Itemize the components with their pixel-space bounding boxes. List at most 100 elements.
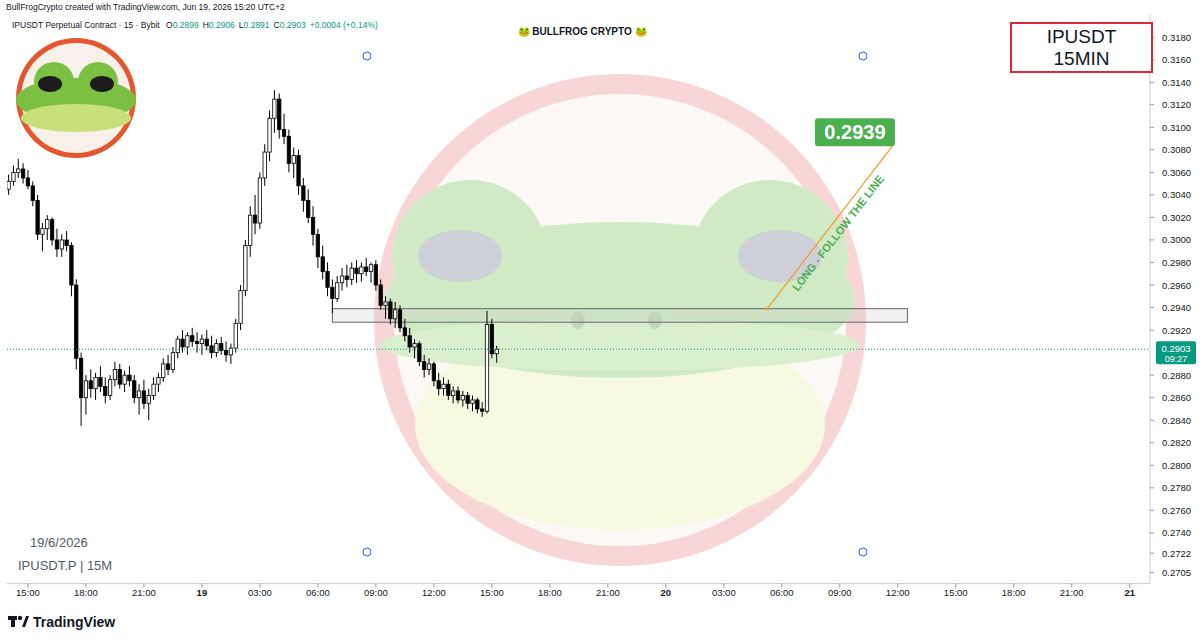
change: +0.0004 (+0.14%) xyxy=(310,20,378,30)
candle-body-up xyxy=(336,283,339,299)
candle-body-down xyxy=(128,375,131,381)
y-tick xyxy=(1150,487,1154,488)
logo xyxy=(16,38,136,158)
candle-body-up xyxy=(147,395,150,403)
candle-body-up xyxy=(244,246,247,291)
candle-body-down xyxy=(278,99,281,129)
x-tick-label: 09:00 xyxy=(828,587,852,598)
candle-body-up xyxy=(113,370,116,380)
y-tick-label: 0.2740 xyxy=(1162,527,1191,538)
y-tick xyxy=(1150,194,1154,195)
logo-pupil-l xyxy=(38,76,62,92)
candle-body-down xyxy=(118,370,121,385)
candle-body-up xyxy=(200,339,203,344)
annotation-start xyxy=(765,307,769,311)
candle-body-down xyxy=(181,339,184,347)
y-tick-label: 0.2980 xyxy=(1162,257,1191,268)
candle-body-down xyxy=(432,364,435,381)
candle-body-down xyxy=(321,257,324,272)
candle-body-up xyxy=(263,152,266,178)
candle-body-up xyxy=(41,229,44,235)
footer-text: TradingView xyxy=(33,614,115,630)
x-tick-label: 03:00 xyxy=(248,587,272,598)
y-tick xyxy=(1150,510,1154,511)
candle-body-down xyxy=(307,201,310,218)
y-tick-label: 0.2960 xyxy=(1162,280,1191,291)
candle-body-down xyxy=(403,328,406,336)
annotation-line xyxy=(767,145,893,308)
last-price-box xyxy=(1156,341,1196,364)
candle-body-down xyxy=(55,240,58,249)
symbol-legend: IPUSDT Perpetual Contract · 15 · Bybit O… xyxy=(12,20,378,30)
x-tick-label: 12:00 xyxy=(422,587,446,598)
candle-body-down xyxy=(379,285,382,305)
x-tick-label: 15:00 xyxy=(480,587,504,598)
candle-body-down xyxy=(437,381,440,389)
candle-wick xyxy=(148,389,149,421)
y-tick-label: 0.2920 xyxy=(1162,325,1191,336)
candle-body-up xyxy=(17,169,20,172)
date-label: 19/6/2026 xyxy=(30,535,88,550)
brand: 🐸 BULLFROG CRYPTO 🐸 xyxy=(518,26,647,37)
candle-body-down xyxy=(36,201,39,235)
candle-wick xyxy=(496,346,497,363)
drawing-handle xyxy=(859,548,867,556)
symbol-name: IPUSDT Perpetual Contract · 15 · Bybit xyxy=(12,20,162,30)
candle-body-up xyxy=(461,395,464,400)
x-tick-label: 21 xyxy=(1124,587,1135,598)
y-tick xyxy=(1150,82,1154,83)
footer-logo xyxy=(8,616,29,627)
candle-body-up xyxy=(495,349,498,354)
candle-body-down xyxy=(456,391,459,400)
candle-body-down xyxy=(253,215,256,223)
y-tick xyxy=(1150,330,1154,331)
watermark-pupil-l xyxy=(418,230,502,282)
y-tick-label: 0.3120 xyxy=(1162,99,1191,110)
y-tick xyxy=(1150,375,1154,376)
drawing-handle xyxy=(363,52,371,60)
candle-body-down xyxy=(374,265,377,285)
candle-wick xyxy=(18,159,19,178)
candle-wick xyxy=(42,223,43,251)
drawing-handle xyxy=(363,548,371,556)
x-tick-label: 15:00 xyxy=(16,587,40,598)
x-tick-label: 21:00 xyxy=(1060,587,1084,598)
y-tick xyxy=(1150,149,1154,150)
y-tick-label: 0.2840 xyxy=(1162,415,1191,426)
y-tick-label: 0.2800 xyxy=(1162,460,1191,471)
candle-body-up xyxy=(123,375,126,384)
y-tick-label: 0.3100 xyxy=(1162,122,1191,133)
candle-body-down xyxy=(166,364,169,370)
y-tick xyxy=(1150,442,1154,443)
logo-pupil-r xyxy=(90,76,114,92)
candle-body-down xyxy=(331,287,334,298)
candle-body-up xyxy=(46,220,49,229)
candle-body-up xyxy=(171,353,174,370)
candle-body-down xyxy=(398,310,401,328)
y-tick xyxy=(1150,104,1154,105)
candle-body-down xyxy=(26,178,29,186)
candle-body-up xyxy=(215,344,218,353)
candle-body-up xyxy=(186,336,189,347)
x-tick-label: 06:00 xyxy=(770,587,794,598)
candle-body-up xyxy=(442,384,445,389)
y-axis-line xyxy=(1150,15,1151,584)
candle-wick xyxy=(284,114,285,144)
candle-body-down xyxy=(75,285,78,358)
candle-wick xyxy=(255,195,256,234)
y-tick xyxy=(1150,307,1154,308)
last-price-label: 0.2903 xyxy=(1161,343,1190,354)
candle-wick xyxy=(414,339,415,358)
candle-body-up xyxy=(340,276,343,283)
y-tick-label: 0.2722 xyxy=(1162,548,1191,559)
watermark-mouth xyxy=(380,319,860,371)
candle-body-up xyxy=(413,344,416,347)
y-tick-label: 0.3040 xyxy=(1162,189,1191,200)
candle-body-up xyxy=(162,364,165,378)
candle-body-down xyxy=(302,186,305,201)
candle-body-up xyxy=(451,391,454,396)
y-tick-label: 0.3160 xyxy=(1162,54,1191,65)
logo-ring xyxy=(16,38,136,158)
candle-body-down xyxy=(104,386,107,395)
candle-body-up xyxy=(369,265,372,272)
